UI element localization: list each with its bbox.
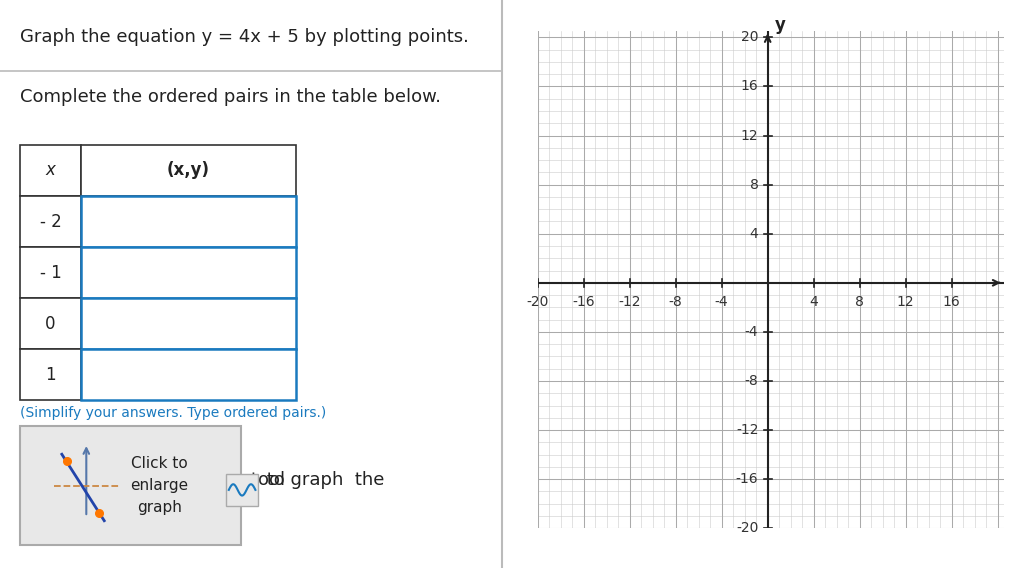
Bar	[81, 145, 296, 196]
Text: 12: 12	[897, 295, 914, 309]
Bar	[225, 474, 258, 506]
Text: -12: -12	[736, 423, 759, 437]
Text: -20: -20	[526, 295, 549, 309]
Text: Click to
enlarge
graph: Click to enlarge graph	[130, 456, 188, 515]
Text: 20: 20	[741, 30, 759, 44]
Text: - 1: - 1	[40, 264, 61, 282]
Text: -4: -4	[715, 295, 728, 309]
Text: 16: 16	[740, 80, 759, 94]
Text: -16: -16	[572, 295, 595, 309]
Bar	[81, 349, 296, 400]
Text: -16: -16	[736, 472, 759, 486]
Bar	[20, 426, 241, 545]
Text: Complete the ordered pairs in the table below.: Complete the ordered pairs in the table …	[20, 88, 441, 106]
Bar	[20, 196, 81, 247]
Text: 12: 12	[740, 128, 759, 143]
Text: (Simplify your answers. Type ordered pairs.): (Simplify your answers. Type ordered pai…	[20, 406, 327, 420]
Text: (x,y): (x,y)	[167, 161, 210, 179]
Text: -8: -8	[744, 374, 759, 388]
Bar	[81, 247, 296, 298]
Text: Use the 4-point graphing tool: Use the 4-point graphing tool	[20, 471, 286, 490]
Text: 8: 8	[855, 295, 864, 309]
Text: 4: 4	[750, 227, 759, 241]
Text: to graph  the: to graph the	[261, 471, 384, 490]
Text: y: y	[774, 16, 785, 34]
Text: equation.: equation.	[20, 510, 105, 528]
Bar	[20, 349, 81, 400]
Text: - 2: - 2	[40, 212, 61, 231]
Bar	[20, 298, 81, 349]
Text: 0: 0	[45, 315, 55, 333]
Text: -8: -8	[669, 295, 683, 309]
Text: 8: 8	[750, 178, 759, 191]
Text: -20: -20	[736, 521, 759, 535]
Bar	[81, 196, 296, 247]
Text: x: x	[45, 161, 55, 179]
Text: -4: -4	[744, 325, 759, 339]
Text: 16: 16	[943, 295, 961, 309]
Bar	[20, 145, 81, 196]
Bar	[20, 247, 81, 298]
Text: 1: 1	[45, 366, 55, 384]
Bar	[81, 298, 296, 349]
Text: Graph the equation y = 4x + 5 by plotting points.: Graph the equation y = 4x + 5 by plottin…	[20, 28, 469, 47]
Text: 4: 4	[809, 295, 818, 309]
Text: -12: -12	[618, 295, 641, 309]
